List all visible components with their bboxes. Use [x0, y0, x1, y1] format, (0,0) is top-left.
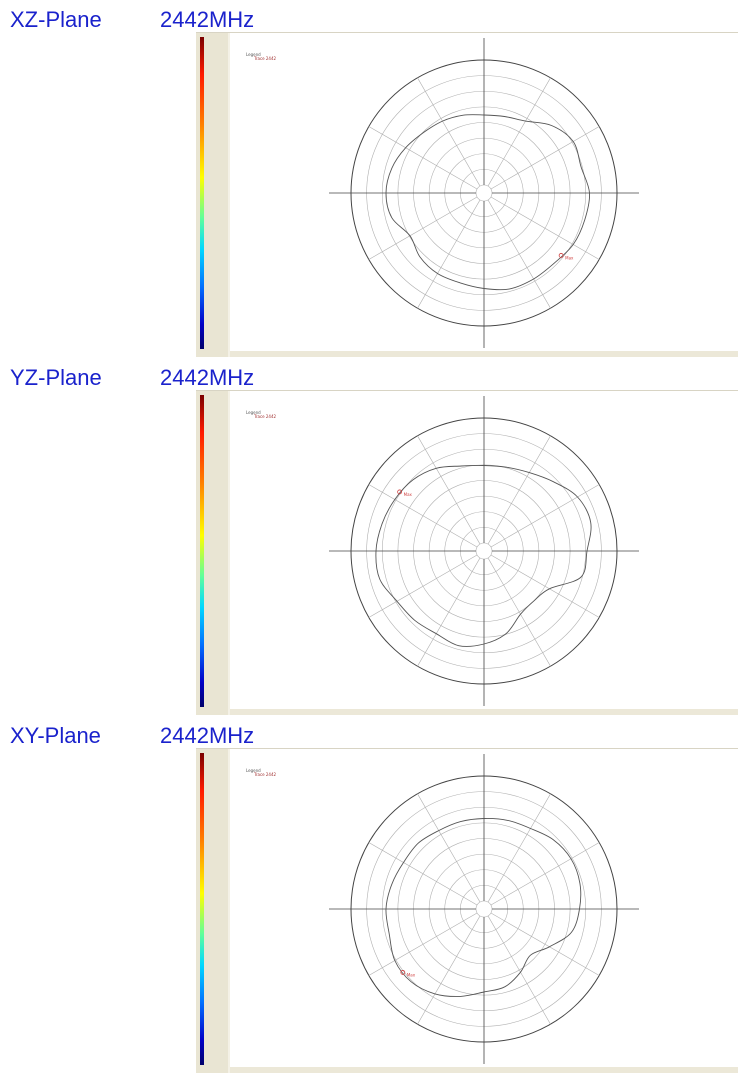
polar-chart-panel: Max Legend Trace 2442: [196, 748, 738, 1073]
polar-chart: Max: [329, 754, 639, 1064]
pattern-series-line: [385, 114, 591, 291]
chart-legend: Legend Trace 2442: [246, 53, 276, 61]
plane-title: YZ-Plane 2442MHz: [10, 364, 254, 392]
grid-spoke: [368, 126, 478, 190]
max-marker: [400, 970, 406, 975]
grid-spoke: [417, 557, 481, 667]
plane-frequency: 2442MHz: [160, 7, 255, 32]
plane-name: XY-Plane: [10, 723, 101, 748]
grid-spoke: [487, 793, 551, 903]
grid-spoke: [490, 554, 600, 618]
polar-chart-panel: Max Legend Trace 2442: [196, 390, 738, 715]
grid-spoke: [368, 842, 478, 906]
legend-title: Legend: [246, 410, 261, 415]
max-marker: [558, 253, 564, 258]
grid-spoke: [417, 793, 481, 903]
polar-plot-area[interactable]: Max Legend Trace 2442: [230, 33, 738, 351]
grid-spoke: [487, 435, 551, 545]
grid-spoke: [487, 915, 551, 1025]
plane-name: YZ-Plane: [10, 365, 102, 390]
grid-spoke: [368, 196, 478, 260]
pattern-series-line: [375, 464, 592, 647]
pattern-series-line: [385, 818, 582, 997]
grid-ring: [475, 900, 493, 918]
grid-spoke: [490, 912, 600, 976]
polar-chart: Max: [329, 396, 639, 706]
grid-spoke: [487, 77, 551, 187]
polar-chart: Max: [329, 38, 639, 348]
legend-title: Legend: [246, 768, 261, 773]
legend-title: Legend: [246, 52, 261, 57]
grid-spoke: [490, 126, 600, 190]
max-marker: [397, 489, 403, 495]
grid-spoke: [490, 842, 600, 906]
chart-legend: Legend Trace 2442: [246, 411, 276, 419]
grid-spoke: [417, 915, 481, 1025]
colorbar-panel: [196, 749, 228, 1073]
max-marker-label: Max: [565, 255, 574, 260]
max-marker-label: Max: [407, 972, 416, 977]
chart-legend: Legend Trace 2442: [246, 769, 276, 777]
colorbar-gradient: [200, 395, 204, 707]
plane-frequency: 2442MHz: [160, 723, 255, 748]
status-strip: [230, 709, 738, 715]
grid-spoke: [368, 554, 478, 618]
legend-series: Trace 2442: [254, 414, 277, 419]
legend-series: Trace 2442: [254, 772, 277, 777]
yz-plane-section: YZ-Plane 2442MHz Max Legend Trace 2442: [0, 358, 738, 716]
status-strip: [230, 351, 738, 357]
xy-plane-section: XY-Plane 2442MHz Max Legend Trace 2442: [0, 716, 738, 1074]
max-marker-label: Max: [404, 492, 413, 497]
grid-ring: [475, 184, 493, 202]
grid-spoke: [368, 912, 478, 976]
grid-spoke: [417, 435, 481, 545]
legend-series: Trace 2442: [254, 56, 277, 61]
grid-spoke: [487, 557, 551, 667]
grid-spoke: [417, 77, 481, 187]
grid-spoke: [490, 196, 600, 260]
grid-spoke: [417, 199, 481, 309]
plane-frequency: 2442MHz: [160, 365, 255, 390]
polar-plot-area[interactable]: Max Legend Trace 2442: [230, 391, 738, 709]
grid-ring: [475, 542, 493, 560]
plane-title: XZ-Plane 2442MHz: [10, 6, 254, 34]
plane-title: XY-Plane 2442MHz: [10, 722, 254, 750]
xz-plane-section: XZ-Plane 2442MHz Max Legend Trace 2442: [0, 0, 738, 358]
polar-chart-panel: Max Legend Trace 2442: [196, 32, 738, 357]
polar-plot-area[interactable]: Max Legend Trace 2442: [230, 749, 738, 1067]
colorbar-panel: [196, 33, 228, 357]
status-strip: [230, 1067, 738, 1073]
colorbar-gradient: [200, 753, 204, 1065]
grid-spoke: [368, 484, 478, 548]
grid-spoke: [487, 199, 551, 309]
grid-spoke: [490, 484, 600, 548]
colorbar-panel: [196, 391, 228, 715]
plane-name: XZ-Plane: [10, 7, 102, 32]
colorbar-gradient: [200, 37, 204, 349]
